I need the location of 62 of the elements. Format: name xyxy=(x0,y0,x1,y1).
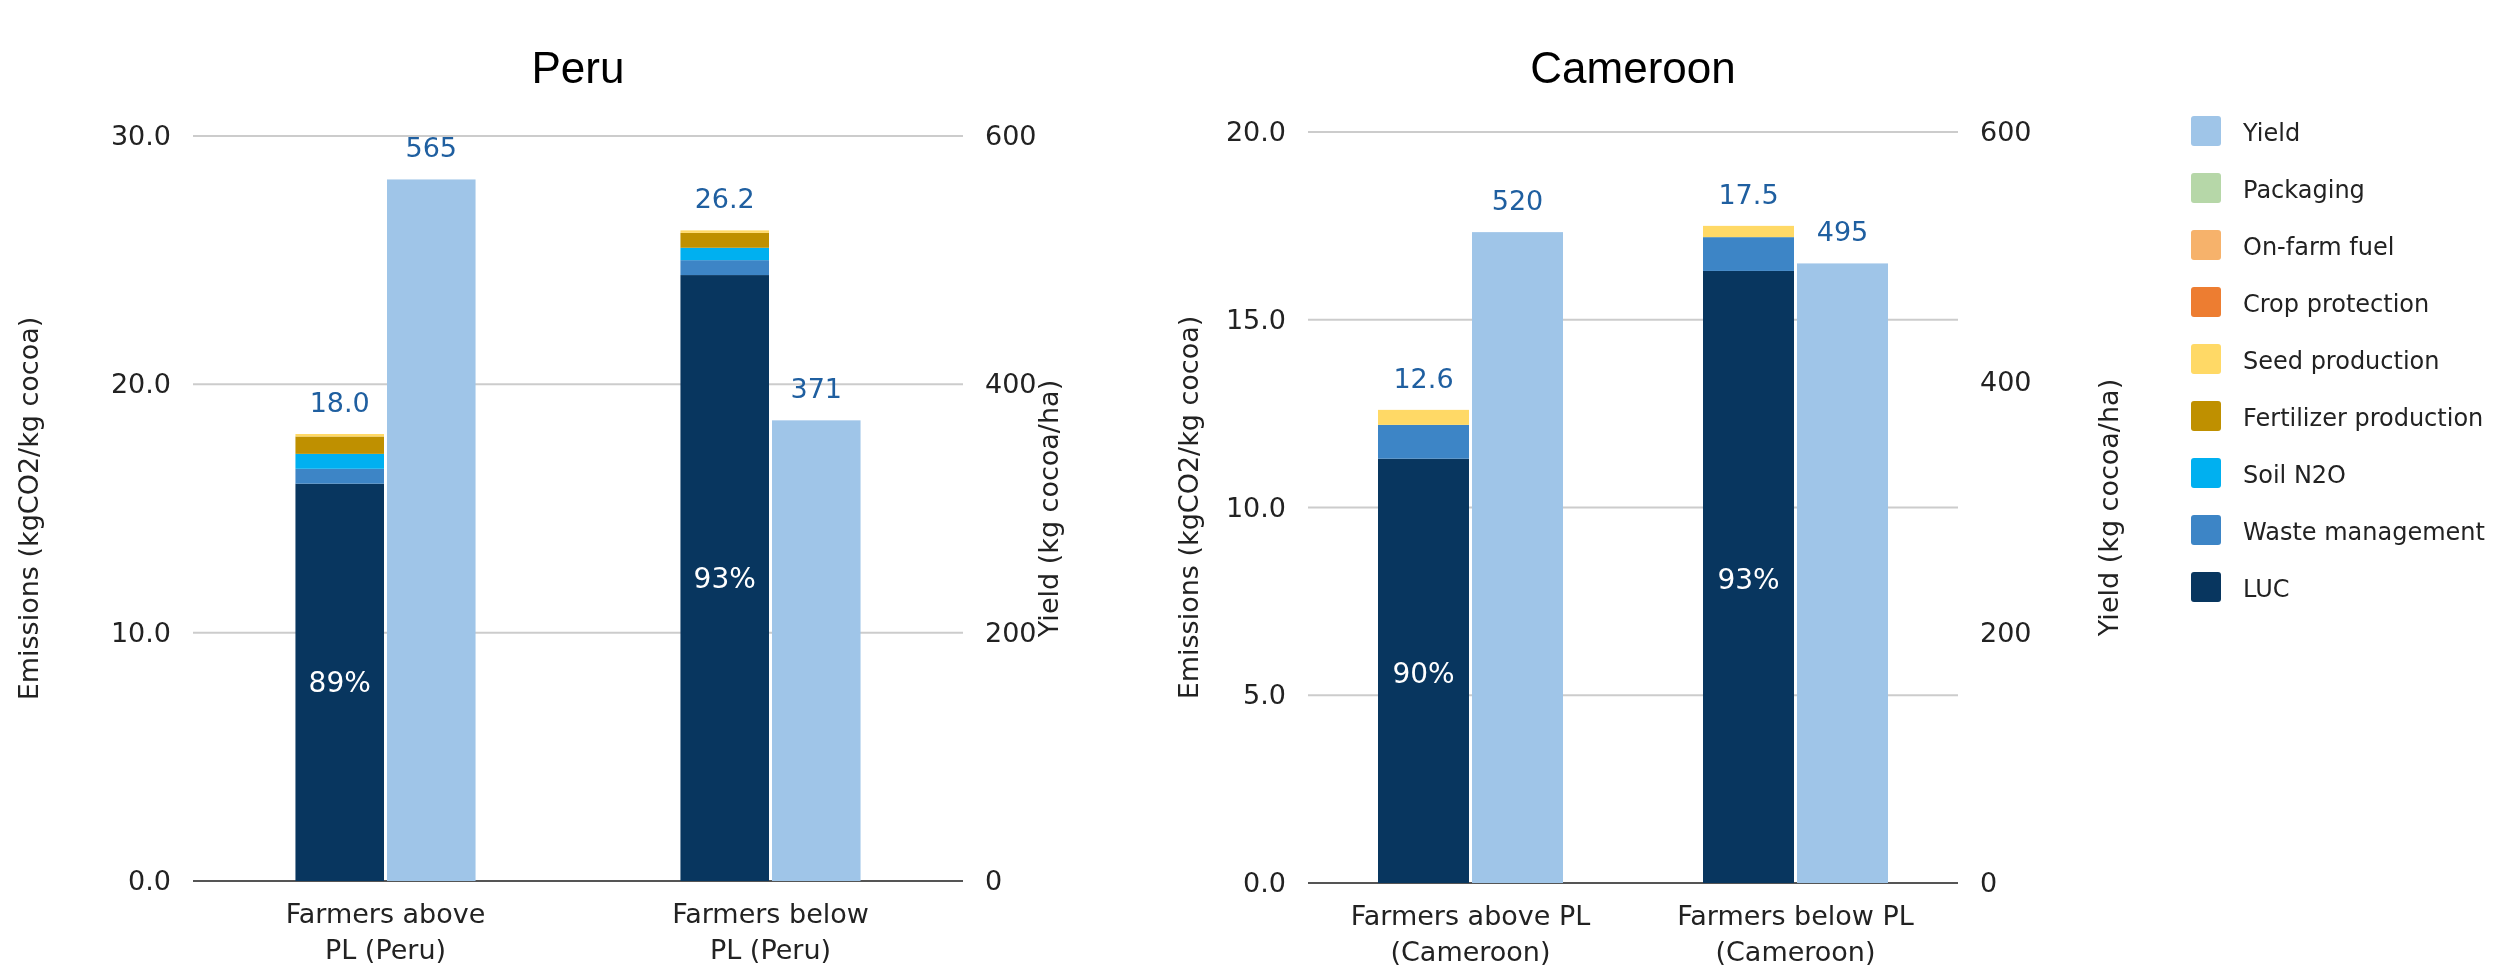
y-tick-label: 10.0 xyxy=(1225,491,1286,523)
y2-tick-label: 200 xyxy=(1980,616,2032,648)
data-label: 565 xyxy=(405,132,458,164)
total-label: 18.0 xyxy=(309,387,370,418)
legend-label: On-farm fuel xyxy=(2243,233,2395,261)
y-tick-label: 20.0 xyxy=(1225,116,1286,147)
y-tick-label: 30.0 xyxy=(110,120,171,151)
legend-label: Waste management xyxy=(2243,518,2485,546)
legend-label: Packaging xyxy=(2243,176,2365,204)
bar xyxy=(1378,458,1469,883)
bar xyxy=(295,436,384,454)
y-tick-label: 20.0 xyxy=(110,368,171,400)
data-label: 495 xyxy=(1816,216,1869,248)
legend-label: Seed production xyxy=(2243,347,2440,375)
bar xyxy=(1378,424,1469,459)
bar xyxy=(295,453,384,469)
chart-title: Peru xyxy=(531,43,625,92)
bar xyxy=(1703,270,1794,883)
legend-label: Yield xyxy=(2242,119,2301,147)
legend-label: Fertilizer production xyxy=(2243,404,2484,432)
bar xyxy=(1378,409,1469,425)
y2-tick-label: 600 xyxy=(985,120,1037,151)
x-tick-label: Farmers below PL (Peru) xyxy=(672,898,869,965)
bar xyxy=(295,468,384,484)
chart-title: Cameroon xyxy=(1530,43,1736,92)
y2-axis-title: Yield (kg cocoa/ha) xyxy=(2093,378,2124,638)
total-label: 17.5 xyxy=(1718,178,1779,210)
y2-tick-label: 600 xyxy=(1980,116,2032,147)
data-label: 520 xyxy=(1491,185,1544,217)
annotation: 93% xyxy=(1717,562,1780,596)
data-label: 371 xyxy=(790,373,843,405)
y-axis-title: Emissions (kgCO2/kg cocoa) xyxy=(13,316,44,701)
bar xyxy=(680,232,769,248)
y2-tick-label: 0 xyxy=(985,865,1003,896)
y2-tick-label: 400 xyxy=(1980,366,2032,398)
y-tick-label: 0.0 xyxy=(128,865,171,896)
y-tick-label: 5.0 xyxy=(1243,679,1286,711)
annotation: 93% xyxy=(693,562,756,596)
y2-tick-label: 0 xyxy=(1980,867,1998,898)
bar xyxy=(680,275,769,881)
annotation: 89% xyxy=(308,666,371,700)
legend-label: Crop protection xyxy=(2243,290,2430,318)
bar xyxy=(1703,225,1794,238)
annotation: 90% xyxy=(1392,656,1455,690)
bar xyxy=(680,247,769,261)
total-label: 12.6 xyxy=(1393,362,1454,394)
legend-label: Soil N2O xyxy=(2243,461,2346,489)
bar xyxy=(295,483,384,881)
y-tick-label: 15.0 xyxy=(1225,303,1286,335)
y2-tick-label: 200 xyxy=(985,616,1037,648)
y-tick-label: 10.0 xyxy=(110,616,171,648)
bar xyxy=(680,230,769,233)
x-tick-label: Farmers above PL (Cameroon) xyxy=(1350,900,1591,967)
x-tick-label: Farmers below PL (Cameroon) xyxy=(1677,900,1914,967)
y2-tick-label: 400 xyxy=(985,368,1037,400)
y-tick-label: 0.0 xyxy=(1243,867,1286,898)
bar xyxy=(1703,237,1794,271)
total-label: 26.2 xyxy=(694,183,755,215)
legend-label: LUC xyxy=(2243,575,2290,603)
bar xyxy=(680,260,769,276)
x-tick-label: Farmers above PL (Peru) xyxy=(285,898,486,965)
y-axis-title: Emissions (kgCO2/kg cocoa) xyxy=(1173,315,1204,700)
